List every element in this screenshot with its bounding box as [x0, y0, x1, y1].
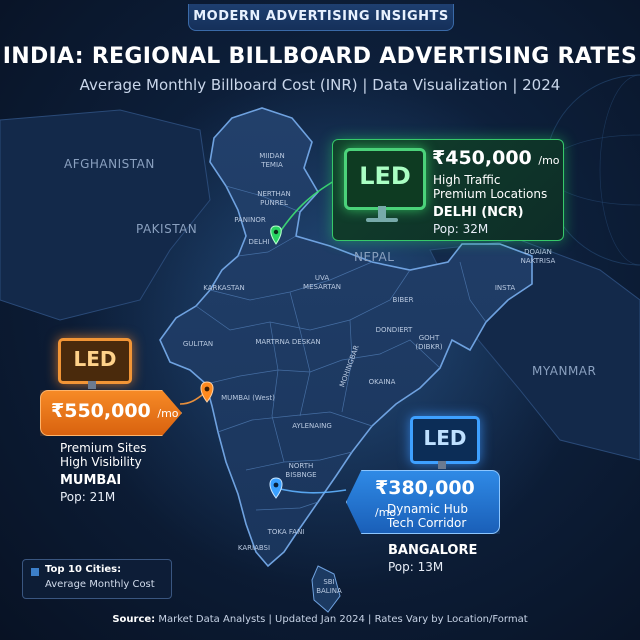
region-label: UVA MESARTAN	[303, 274, 341, 291]
legend-subtitle: Average Monthly Cost	[45, 579, 155, 590]
bangalore-pin-icon[interactable]	[269, 477, 283, 499]
page-title: INDIA: REGIONAL BILLBOARD ADVERTISING RA…	[2, 44, 638, 69]
india-outline	[159, 107, 533, 568]
region-label: OKAINA	[368, 378, 396, 386]
region-label: DELHI	[248, 238, 270, 246]
region-label: MUMBAI (West)	[221, 394, 275, 402]
delhi-desc-1: High Traffic	[433, 173, 501, 187]
mumbai-desc-1: Premium Sites	[60, 441, 147, 455]
region-label: GULITAN	[182, 340, 214, 348]
region-label: BIBER	[392, 296, 414, 304]
delhi-population: Pop: 32M	[433, 222, 489, 236]
footer-source-label: Source:	[112, 614, 156, 625]
country-label-afghanistan: AFGHANISTAN	[64, 157, 155, 171]
delhi-led-label: LED	[359, 162, 411, 190]
bangalore-price-tag[interactable]: ₹380,000 /mo Dynamic Hub Tech Corridor	[346, 470, 500, 534]
delhi-desc-2: Premium Locations	[433, 187, 548, 201]
page-subtitle: Average Monthly Billboard Cost (INR) | D…	[79, 76, 561, 94]
region-label: TOKA FANI	[267, 528, 305, 536]
delhi-led-board: LED	[344, 148, 426, 210]
mumbai-desc-2: High Visibility	[60, 455, 142, 469]
bangalore-city-name: BANGALORE	[388, 543, 478, 558]
mumbai-pin-icon[interactable]	[200, 381, 214, 403]
delhi-price: ₹450,000 /mo	[432, 147, 560, 169]
region-label: KARKASTAN	[203, 284, 245, 292]
legend-title: Top 10 Cities:	[45, 564, 122, 575]
region-label: GOHT (DIBKR)	[415, 334, 443, 351]
region-label: KARIABSI	[237, 544, 271, 552]
mumbai-price: ₹550,000 /mo	[51, 400, 179, 422]
bangalore-price: ₹380,000 /mo	[375, 477, 475, 519]
region-label: AYLENAING	[292, 422, 332, 430]
mumbai-price-tag[interactable]: ₹550,000 /mo	[40, 390, 182, 436]
footer-source-text: Market Data Analysts | Updated Jan 2024 …	[158, 614, 528, 625]
delhi-pin-icon[interactable]	[270, 225, 282, 245]
mumbai-population: Pop: 21M	[60, 490, 116, 504]
bangalore-population: Pop: 13M	[388, 560, 444, 574]
region-label: DONDIERT	[375, 326, 413, 334]
header-badge: MODERN ADVERTISING INSIGHTS	[188, 4, 454, 31]
region-label: NORTH BISBNGE	[285, 462, 317, 479]
bangalore-led-label: LED	[423, 426, 467, 450]
legend-swatch	[31, 568, 39, 576]
region-label: NERTHAN PUNREL	[257, 190, 291, 207]
legend: Top 10 Cities: Average Monthly Cost	[22, 559, 172, 599]
region-label: INSTA	[494, 284, 516, 292]
bangalore-led-board: LED	[410, 416, 480, 464]
country-label-myanmar: MYANMAR	[532, 364, 597, 378]
region-label: MIIDAN TEMIA	[259, 152, 285, 169]
bangalore-connector	[275, 487, 347, 494]
region-label: MARTRNA DESKAN	[255, 338, 321, 346]
mumbai-city-name: MUMBAI	[60, 473, 122, 488]
country-label-nepal: NEPAL	[354, 250, 395, 264]
country-label-pakistan: PAKISTAN	[136, 222, 198, 236]
region-label: DOAIAN NAKTRISA	[520, 248, 556, 265]
bangalore-desc-1: Dynamic Hub	[387, 502, 468, 516]
bangalore-desc-2: Tech Corridor	[387, 516, 467, 530]
region-label: PANINOR	[234, 216, 266, 224]
region-label: SBI BALINA	[316, 578, 342, 595]
delhi-city-name: DELHI (NCR)	[433, 205, 524, 220]
mumbai-led-board: LED	[58, 338, 132, 384]
footer: Source: Market Data Analysts | Updated J…	[0, 614, 640, 625]
mumbai-led-label: LED	[73, 347, 117, 371]
